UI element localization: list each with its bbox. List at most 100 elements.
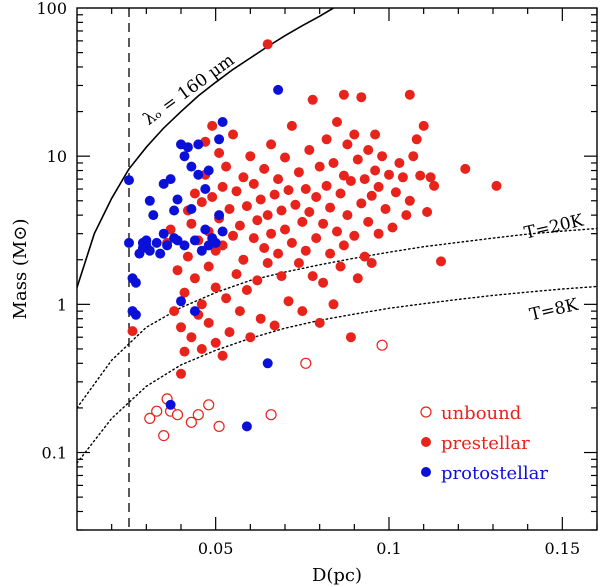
prestellar-point xyxy=(345,332,356,343)
protostellar-point xyxy=(155,248,166,259)
prestellar-point xyxy=(179,346,190,357)
prestellar-point xyxy=(207,120,218,131)
prestellar-point xyxy=(314,317,325,328)
prestellar-point xyxy=(234,306,245,317)
protostellar-point xyxy=(179,151,190,162)
prestellar-point xyxy=(311,233,322,244)
prestellar-point xyxy=(207,192,218,202)
prestellar-point xyxy=(255,313,266,324)
prestellar-point xyxy=(210,245,221,256)
prestellar-point xyxy=(404,195,415,206)
prestellar-point xyxy=(262,210,273,221)
prestellar-point xyxy=(370,129,381,140)
prestellar-point xyxy=(269,320,280,331)
prestellar-point xyxy=(335,188,346,199)
prestellar-point xyxy=(228,129,238,140)
curve-lambda160 xyxy=(77,8,334,288)
prestellar-point xyxy=(286,120,297,131)
prestellar-point xyxy=(401,210,412,221)
prestellar-point xyxy=(380,204,391,214)
prestellar-point xyxy=(241,201,252,212)
protostellar-point xyxy=(169,205,180,216)
prestellar-point xyxy=(373,228,384,239)
curve-T20 xyxy=(77,227,597,409)
prestellar-point xyxy=(300,184,311,194)
protostellar-point xyxy=(217,226,228,237)
prestellar-point xyxy=(425,172,436,183)
unbound-point xyxy=(203,399,215,411)
prestellar-point xyxy=(245,332,256,343)
prestellar-point xyxy=(311,192,322,202)
unbound-point xyxy=(144,412,156,424)
prestellar-point xyxy=(429,180,440,191)
protostellar-point xyxy=(241,421,252,432)
prestellar-point xyxy=(352,273,363,284)
protostellar-point xyxy=(193,169,204,180)
prestellar-point xyxy=(418,120,429,131)
unbound-point xyxy=(185,416,197,428)
prestellar-point xyxy=(248,178,259,189)
prestellar-point xyxy=(352,154,363,165)
legend-marker-unbound xyxy=(420,406,432,418)
prestellar-point xyxy=(390,187,401,198)
protostellar-point xyxy=(148,210,159,221)
protostellar-point xyxy=(214,210,225,221)
prestellar-point xyxy=(269,189,280,200)
curve-label-T8: T=8K xyxy=(528,295,581,326)
prestellar-point xyxy=(182,251,193,262)
prestellar-point xyxy=(276,271,287,282)
protostellar-point xyxy=(203,165,214,176)
prestellar-point xyxy=(273,248,284,259)
x-tick-label: 0.15 xyxy=(545,539,581,558)
prestellar-point xyxy=(228,230,238,241)
curve-label-T20: T=20K xyxy=(522,211,585,244)
prestellar-point xyxy=(342,210,353,221)
prestellar-point xyxy=(328,299,339,310)
prestellar-point xyxy=(321,134,332,145)
prestellar-point xyxy=(224,204,235,214)
prestellar-point xyxy=(186,218,197,229)
prestellar-point xyxy=(404,89,415,100)
prestellar-point xyxy=(314,161,325,172)
prestellar-point xyxy=(234,220,245,231)
prestellar-point xyxy=(318,277,329,288)
protostellar-point xyxy=(189,306,200,317)
prestellar-point xyxy=(460,163,471,174)
protostellar-point xyxy=(179,240,190,251)
protostellar-point xyxy=(262,358,273,369)
protostellar-point xyxy=(193,139,204,150)
prestellar-point xyxy=(328,158,339,168)
prestellar-point xyxy=(363,145,374,155)
unbound-point xyxy=(158,430,170,442)
prestellar-point xyxy=(255,194,266,205)
prestellar-point xyxy=(408,151,419,162)
prestellar-point xyxy=(231,186,242,197)
x-axis-label: D(pc) xyxy=(312,565,362,586)
prestellar-point xyxy=(221,293,232,304)
prestellar-point xyxy=(338,240,349,251)
plot-frame xyxy=(76,7,598,531)
prestellar-point xyxy=(325,248,336,259)
prestellar-point xyxy=(217,181,228,192)
y-tick-label: 0.1 xyxy=(42,444,67,463)
prestellar-point xyxy=(335,261,346,272)
prestellar-point xyxy=(366,190,377,201)
prestellar-point xyxy=(307,271,318,282)
prestellar-point xyxy=(266,228,277,239)
protostellar-point xyxy=(273,84,284,95)
protostellar-point xyxy=(124,237,134,248)
prestellar-point xyxy=(252,215,263,226)
prestellar-point xyxy=(359,251,370,262)
prestellar-point xyxy=(373,181,384,192)
unbound-point xyxy=(265,409,277,421)
prestellar-point xyxy=(283,185,294,196)
protostellar-point xyxy=(165,174,176,185)
unbound-point xyxy=(192,409,204,421)
unbound-point xyxy=(171,409,184,421)
prestellar-point xyxy=(176,322,186,333)
prestellar-point xyxy=(248,233,259,244)
prestellar-point xyxy=(297,216,308,227)
protostellar-point xyxy=(144,245,155,256)
model-curves xyxy=(77,8,597,530)
unbound-point xyxy=(300,357,312,369)
